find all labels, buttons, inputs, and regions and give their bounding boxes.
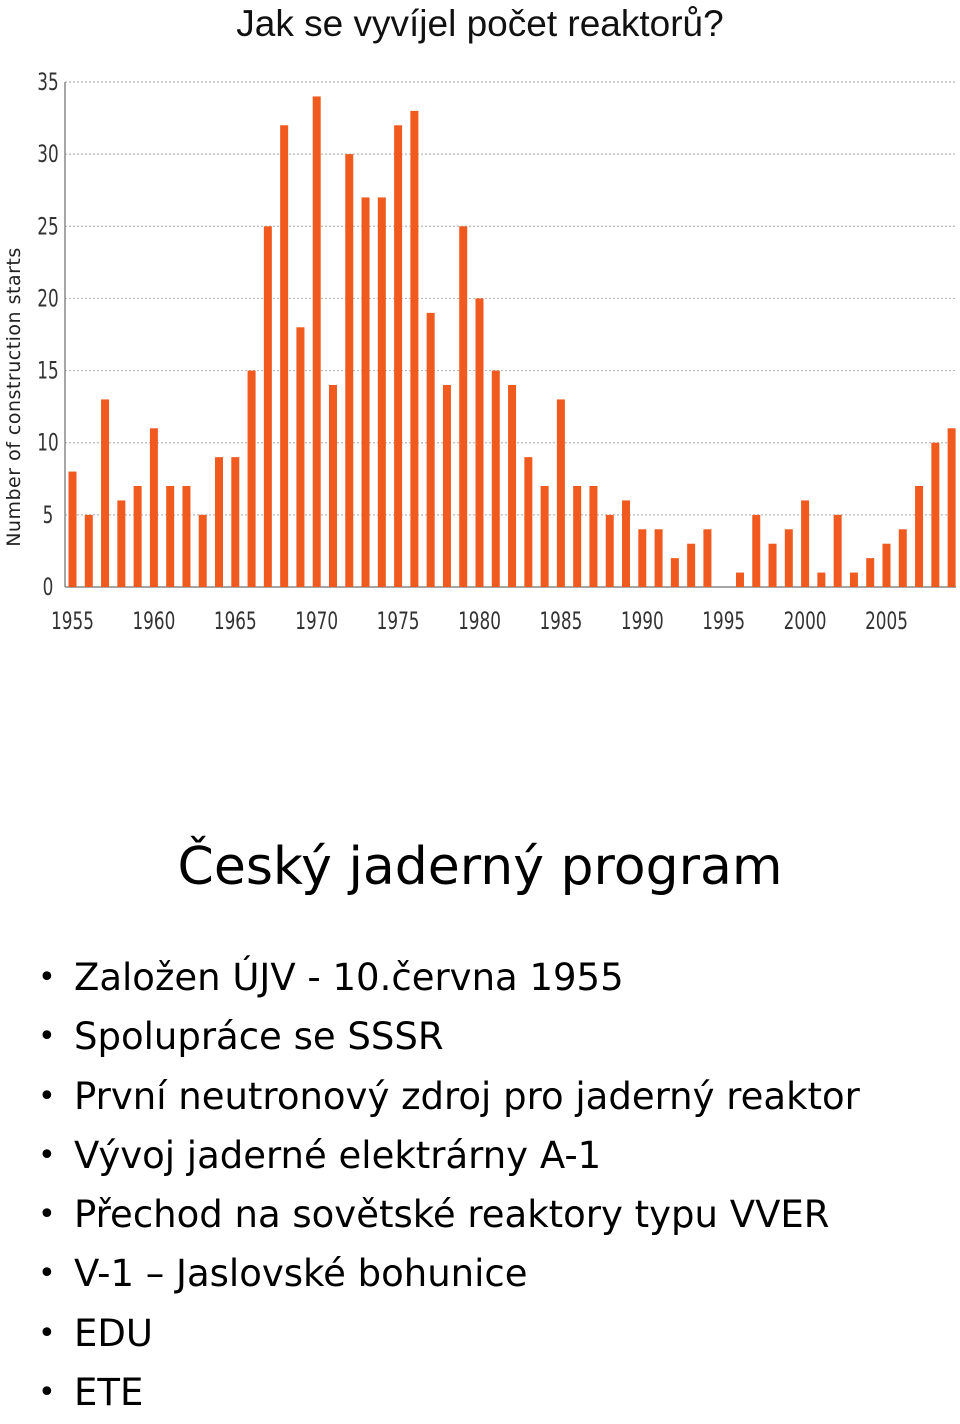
bar-1957 xyxy=(101,399,110,587)
bar-1973 xyxy=(361,197,370,587)
bar-1960 xyxy=(149,428,158,587)
bar-1986 xyxy=(573,486,582,587)
y-tick-label: 15 xyxy=(37,357,58,385)
bullet-dot: • xyxy=(38,1019,56,1055)
x-tick-label: 1970 xyxy=(295,608,338,636)
x-tick-label: 2005 xyxy=(865,608,908,636)
bar-1972 xyxy=(345,154,354,587)
bar-1980 xyxy=(475,298,484,587)
bar-1963 xyxy=(198,514,207,587)
x-tick-label: 1995 xyxy=(702,608,745,636)
x-tick-label: 1975 xyxy=(377,608,420,636)
bar-1970 xyxy=(312,96,321,587)
bar-1988 xyxy=(605,514,614,587)
bar-2009 xyxy=(947,428,956,587)
chart-heading: Jak se vyvíjel počet reaktorů? xyxy=(236,3,724,44)
bar-2005 xyxy=(882,543,891,587)
bullet-text: EDU xyxy=(74,1311,153,1355)
bar-1989 xyxy=(622,500,631,587)
bar-1961 xyxy=(166,486,175,587)
y-tick-label: 10 xyxy=(37,430,58,458)
bar-1959 xyxy=(133,486,142,587)
bar-1981 xyxy=(491,370,500,587)
bar-1997 xyxy=(752,514,761,587)
bar-1969 xyxy=(296,327,305,587)
bullet-dot: • xyxy=(38,1197,56,1233)
bar-1975 xyxy=(394,125,403,588)
bar-1955 xyxy=(68,471,77,587)
bar-1967 xyxy=(263,226,272,588)
y-tick-label: 5 xyxy=(43,502,54,530)
y-tick-label: 20 xyxy=(37,285,58,313)
bullet-dot: • xyxy=(38,1078,56,1114)
x-tick-label: 1960 xyxy=(132,608,175,636)
bullet-dot: • xyxy=(38,960,56,995)
bar-1974 xyxy=(377,197,386,587)
bar-1999 xyxy=(784,529,793,587)
bullet-dot: • xyxy=(38,1137,56,1173)
bullet-text: V-1 – Jaslovské bohunice xyxy=(74,1252,528,1296)
bar-2004 xyxy=(866,558,875,587)
bar-1991 xyxy=(654,529,663,587)
bar-1990 xyxy=(638,529,647,587)
x-tick-label: 2000 xyxy=(784,608,827,636)
slide-title: Český jaderný program xyxy=(177,837,783,897)
y-tick-label: 25 xyxy=(37,213,58,241)
x-tick-label: 1985 xyxy=(539,608,582,636)
bar-1971 xyxy=(328,385,337,587)
y-tick-label: 35 xyxy=(37,69,58,97)
chart-bars xyxy=(68,96,956,588)
bullet-text: ETE xyxy=(74,1371,144,1415)
bullet-text: Založen ÚJV - 10.června 1955 xyxy=(74,956,624,999)
bullet-text: První neutronový zdroj pro jaderný reakt… xyxy=(74,1074,860,1118)
bar-1992 xyxy=(670,558,679,587)
bar-1979 xyxy=(459,226,468,588)
bar-1978 xyxy=(442,385,451,587)
bar-1985 xyxy=(556,399,565,587)
y-tick-labels: 0 5 10 15 20 25 30 35 xyxy=(37,69,58,602)
x-tick-label: 1980 xyxy=(458,608,501,636)
bar-1993 xyxy=(687,543,696,587)
bar-1958 xyxy=(117,500,126,587)
bar-1966 xyxy=(247,370,256,587)
bar-2001 xyxy=(817,572,826,587)
x-tick-label: 1990 xyxy=(621,608,664,636)
bar-1994 xyxy=(703,529,712,587)
bar-1987 xyxy=(589,486,598,587)
x-tick-label: 1965 xyxy=(214,608,257,636)
bullet-text: Vývoj jaderné elektrárny A-1 xyxy=(74,1133,602,1177)
bullet-text: Spolupráce se SSSR xyxy=(74,1015,444,1059)
bar-1977 xyxy=(426,312,435,587)
x-tick-labels: 1955 1960 1965 1970 1975 1980 1985 1990 1995 2000… xyxy=(51,608,908,636)
bar-1984 xyxy=(540,486,549,587)
bar-2007 xyxy=(915,486,924,587)
y-tick-label: 30 xyxy=(37,141,58,169)
bar-2002 xyxy=(833,514,842,587)
x-tick-label: 1955 xyxy=(51,608,94,636)
bullet-dot: • xyxy=(38,1256,56,1292)
bullet-text: Přechod na sovětské reaktory typu VVER xyxy=(74,1193,830,1237)
bullet-dot: • xyxy=(38,1315,56,1351)
bar-2003 xyxy=(849,572,858,587)
bar-1982 xyxy=(508,385,517,587)
bar-1965 xyxy=(231,457,240,587)
y-axis-label: Number of construction starts xyxy=(3,247,25,547)
bullet-dot: • xyxy=(38,1375,56,1411)
bar-1996 xyxy=(735,572,744,587)
bar-2006 xyxy=(898,529,907,587)
bar-2008 xyxy=(931,442,940,587)
bar-1968 xyxy=(280,125,289,588)
bar-1998 xyxy=(768,543,777,587)
bar-1983 xyxy=(524,457,533,587)
bar-2000 xyxy=(801,500,810,587)
bar-1964 xyxy=(215,457,224,587)
bar-1976 xyxy=(410,110,419,587)
bar-1956 xyxy=(84,514,93,587)
bar-1962 xyxy=(182,486,191,587)
y-tick-label: 0 xyxy=(43,574,54,602)
